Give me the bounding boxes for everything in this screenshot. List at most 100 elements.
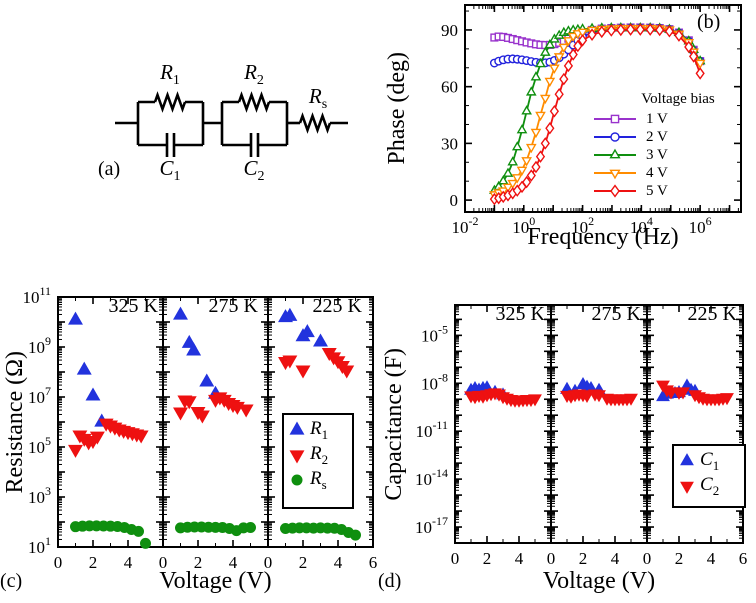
panel-b-letter: (b): [697, 11, 721, 33]
diamond-marker: [597, 25, 607, 39]
diamond-marker: [684, 40, 694, 54]
legend-label: 1 V: [646, 110, 668, 127]
resistor-r1-symbol: [153, 91, 187, 113]
y-tick-label: 107: [28, 384, 51, 407]
diamond-marker: [554, 87, 564, 101]
tri-down-marker: [624, 393, 638, 406]
square-marker: [610, 114, 620, 124]
tri-down-marker: [173, 407, 188, 421]
capacitance-axis-title-wrap: Capacitance (F): [378, 305, 410, 543]
temp-label-225K-d: 225 K: [687, 303, 737, 325]
tri-down-marker: [544, 77, 556, 88]
tri-down-marker: [676, 387, 690, 400]
temp-label-225K: 225 K: [312, 295, 362, 317]
circle-marker: [610, 132, 620, 142]
x-tick-label: 4: [334, 553, 343, 572]
tri-down-marker: [720, 393, 734, 406]
diamond-marker: [531, 160, 541, 174]
label-r1: R1: [160, 60, 180, 89]
tri-down-marker: [507, 179, 519, 190]
tri-down-marker: [194, 410, 210, 424]
y-tick-label: 109: [28, 334, 51, 357]
x-tick-label: 2: [483, 549, 492, 568]
y-tick-label: 30: [441, 134, 458, 153]
x-tick-label: 2: [579, 549, 588, 568]
x-tick-label: 4: [229, 553, 238, 572]
legend-entry: 5 V: [592, 182, 750, 200]
label-r2: R2: [244, 60, 264, 89]
tri-up-marker: [521, 105, 532, 115]
legend-title: Voltage bias: [641, 91, 715, 107]
diamond-marker: [526, 169, 536, 182]
legend-marker: [680, 481, 694, 495]
tri-up-marker: [68, 311, 83, 325]
x-tick-label: 2: [675, 549, 684, 568]
legend-label: R2: [310, 442, 329, 467]
tri-up-marker: [535, 57, 546, 68]
resistance-axis-title: Resistance (Ω): [1, 350, 28, 494]
legend-entry: C2: [674, 474, 744, 499]
frequency-axis-title: Frequency (Hz): [527, 224, 679, 250]
circuit-diagram: [115, 91, 348, 157]
x-tick-label: 4: [611, 549, 620, 568]
temp-label-275K: 275 K: [208, 295, 258, 317]
capacitance-legend: C1 C2: [672, 444, 746, 508]
panel-d-letter: (d): [378, 570, 402, 592]
diamond-marker: [573, 39, 583, 53]
rc-block-2-frame: [220, 100, 289, 147]
legend-label: 3 V: [646, 146, 668, 163]
x-tick-label: 4: [707, 549, 716, 568]
x-tick-label: 4: [515, 549, 524, 568]
capacitance-chart-225K: 0 2 4 6: [643, 304, 747, 568]
legend-entries: C1 C2: [674, 449, 744, 499]
label-c2: C2: [243, 156, 265, 185]
legend-entry: Rs: [284, 468, 352, 493]
tri-down-marker: [567, 32, 579, 43]
legend-entry: R2: [284, 443, 352, 468]
x-tick-label: 0: [643, 549, 652, 568]
x-tick-label: 2: [194, 553, 203, 572]
temp-label-325K: 325 K: [108, 295, 158, 317]
y-tick-label: 10-17: [415, 514, 448, 537]
tri-down-marker: [563, 37, 574, 47]
x-tick-label: 6: [369, 553, 378, 572]
diamond-marker: [610, 184, 620, 198]
y-tick-label: 103: [28, 484, 51, 507]
tri-down-marker: [181, 396, 197, 410]
y-tick-label: 90: [441, 21, 458, 40]
capacitor-c2-symbol: [249, 133, 260, 157]
x-tick-label: 4: [124, 553, 133, 572]
tri-up-marker: [525, 86, 537, 96]
resistance-axis-title-wrap: Resistance (Ω): [0, 297, 30, 547]
tri-up-marker: [199, 373, 215, 387]
tri-down-marker: [558, 43, 570, 54]
tri-down-marker: [339, 365, 355, 379]
legend-marker: [680, 453, 694, 466]
y-tick-label: 0: [450, 191, 459, 210]
phase-axis-title: Phase (deg): [383, 52, 410, 165]
temp-label-325K-d: 325 K: [495, 303, 545, 325]
x-tick-label: 0: [264, 553, 273, 572]
diamond-marker: [577, 34, 588, 47]
tri-up-marker: [680, 453, 694, 466]
legend-label: 2 V: [646, 128, 668, 145]
x-tick-label: 0: [451, 549, 460, 568]
tri-down-marker: [539, 94, 551, 105]
legend-marker: [594, 184, 636, 198]
diamond-marker: [559, 72, 569, 86]
tri-down-marker: [577, 28, 588, 38]
circle-marker: [350, 529, 361, 541]
legend-marker: [291, 474, 303, 486]
legend-entry: C1: [674, 449, 744, 474]
capacitance-axis-title: Capacitance (F): [380, 347, 407, 501]
legend-label: 5 V: [646, 182, 668, 199]
tri-up-marker: [289, 421, 305, 435]
panel-c-letter: (c): [0, 570, 23, 592]
label-c1: C1: [159, 156, 181, 185]
circle-marker: [140, 537, 151, 549]
legend-label: C1: [700, 449, 720, 473]
legend-marker: [594, 148, 636, 159]
